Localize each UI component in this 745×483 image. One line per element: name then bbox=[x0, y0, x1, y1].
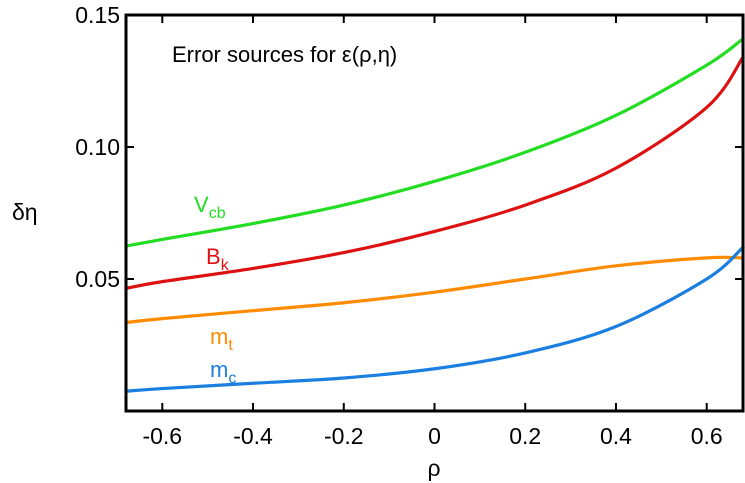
series-layer bbox=[124, 37, 745, 393]
series-line-bk bbox=[124, 55, 745, 290]
series-label-vcb: Vcb bbox=[194, 192, 226, 222]
x-tick-label: 0.6 bbox=[691, 423, 723, 449]
y-tick-label: 0.15 bbox=[75, 2, 120, 28]
ticks-layer: -0.6 -0.4 -0.2 0 0.2 0.4 0.6 0.05 0.10 0.15 bbox=[75, 2, 743, 449]
x-tick-label: 0.4 bbox=[600, 423, 632, 449]
series-label-mc: mc bbox=[210, 357, 236, 387]
x-tick-label: -0.6 bbox=[142, 423, 182, 449]
x-tick-label: -0.4 bbox=[233, 423, 273, 449]
x-tick-label: 0 bbox=[428, 423, 441, 449]
series-line-mc bbox=[124, 245, 745, 393]
series-line-mt bbox=[124, 255, 745, 325]
chart-annotation: Error sources for ε(ρ,η) bbox=[172, 42, 397, 67]
x-tick-label: -0.2 bbox=[324, 423, 364, 449]
series-label-mt: mt bbox=[210, 324, 233, 354]
y-axis-label: δη bbox=[12, 199, 38, 225]
y-tick-label: 0.10 bbox=[75, 134, 120, 160]
y-tick-label: 0.05 bbox=[75, 266, 120, 292]
series-label-bk: Bk bbox=[206, 244, 230, 274]
series-line-vcb bbox=[124, 37, 745, 248]
x-tick-label: 0.2 bbox=[509, 423, 541, 449]
plot-frame bbox=[124, 13, 745, 413]
x-axis-label: ρ bbox=[427, 455, 440, 481]
